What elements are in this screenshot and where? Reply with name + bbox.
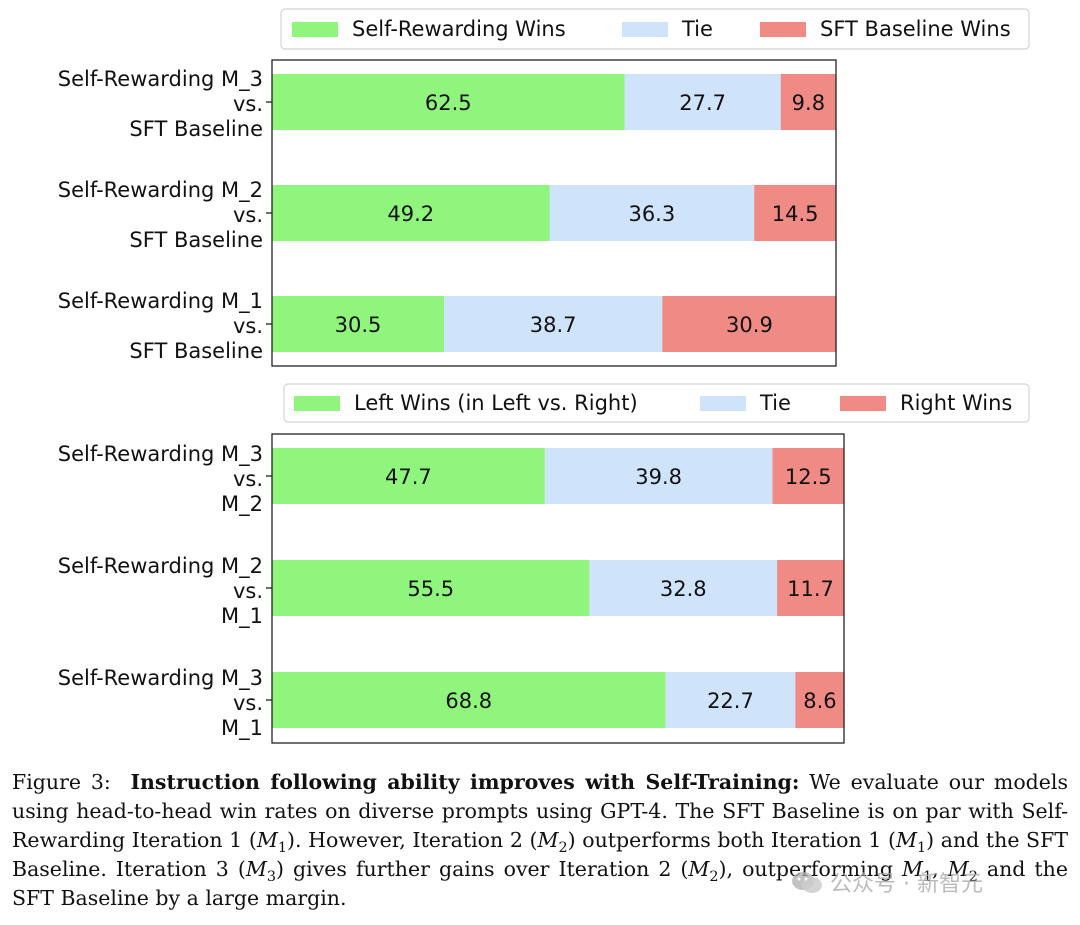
chart2-data-label-r3-s3: 8.6 <box>803 689 836 713</box>
chart1-category-label-r3-l1: Self-Rewarding M_1 <box>58 289 263 314</box>
caption-math-5: M2 <box>688 857 719 886</box>
chart1-category-label-r3-l2: vs. <box>233 314 263 338</box>
chart1-data-label-r1-s2: 27.7 <box>679 91 726 115</box>
chart2-category-label-r1-l3: M_2 <box>221 492 263 517</box>
chart1-bar-r2-s2 <box>549 185 755 241</box>
chart2-legend-label-2: Tie <box>759 391 791 415</box>
caption-math-1: M1 <box>256 828 287 857</box>
chart2-legend-swatch-2 <box>700 396 746 411</box>
chart1-category-label-r2-l1: Self-Rewarding M_2 <box>58 178 263 203</box>
caption-text-4: ) and the SFT Baseline. Iteration 3 ( <box>12 828 1068 881</box>
chart2-category-label-r3-l3: M_1 <box>221 716 263 741</box>
chart1-data-label-r2-s2: 36.3 <box>628 202 675 226</box>
figure-charts: Self-Rewarding Wins Tie SFT Baseline Wins 6… <box>58 8 1030 744</box>
caption-prefix: Figure 3: <box>12 770 111 794</box>
chart2-category-label-r1-l1: Self-Rewarding M_3 <box>58 442 263 467</box>
caption-text-3: ) outperforms both Iteration 1 ( <box>567 828 896 852</box>
chart1-legend-swatch-3 <box>760 22 806 37</box>
chart1-data-label-r1-s1: 62.5 <box>425 91 472 115</box>
chart1-data-label-r3-s1: 30.5 <box>335 313 382 337</box>
chart2-legend-swatch-1 <box>294 396 340 411</box>
chart1-bar-r3-s1 <box>272 296 445 352</box>
chart1-category-label-r1-l1: Self-Rewarding M_3 <box>58 67 263 92</box>
chart2-data-label-r2-s1: 55.5 <box>407 577 454 601</box>
caption-text-7: , <box>932 857 948 881</box>
caption-math-2: M2 <box>537 828 568 857</box>
caption-math-3: M1 <box>895 828 927 857</box>
watermark-text: 公众号 · 新智元 <box>830 872 983 897</box>
chart2-legend-swatch-3 <box>840 396 886 411</box>
chart1-legend-swatch-1 <box>292 22 338 37</box>
chart2-data-label-r1-s3: 12.5 <box>785 465 832 489</box>
chart2-data-label-r3-s1: 68.8 <box>445 689 492 713</box>
figure-caption: Figure 3: Instruction following ability … <box>12 768 1068 913</box>
wechat-icon <box>792 872 822 893</box>
chart2-bar-r3-s2 <box>665 672 796 728</box>
chart1-bar-r1-s3 <box>780 74 836 130</box>
chart1-legend-label-3: SFT Baseline Wins <box>820 17 1011 41</box>
chart1-legend-label-2: Tie <box>681 17 713 41</box>
chart1-category-label-r2-l2: vs. <box>233 203 263 227</box>
caption-text-1: We evaluate our models using head-to-hea… <box>12 770 1068 852</box>
watermark: 公众号 · 新智元 <box>790 866 983 898</box>
chart1-bar-r3-s2 <box>444 296 663 352</box>
chart1-data-label-r2-s3: 14.5 <box>772 202 819 226</box>
caption-text-5: ) gives further gains over Iteration 2 ( <box>276 857 689 881</box>
chart2-bar-r2-s1 <box>272 560 590 616</box>
chart2-category-label-r3-l1: Self-Rewarding M_3 <box>58 666 263 691</box>
chart2-data-label-r2-s3: 11.7 <box>787 577 834 601</box>
chart2-bar-r3-s3 <box>795 672 845 728</box>
chart1-bar-r2-s1 <box>272 185 550 241</box>
caption-math-6: M1 <box>902 857 933 886</box>
chart1-category-label-r1-l2: vs. <box>233 92 263 116</box>
chart1-data-label-r1-s3: 9.8 <box>792 91 825 115</box>
chart2-data-label-r2-s2: 32.8 <box>660 577 707 601</box>
chart1-bar-r2-s3 <box>754 185 836 241</box>
chart1-legend-label-1: Self-Rewarding Wins <box>352 17 566 41</box>
chart2-legend-label-3: Right Wins <box>900 391 1012 415</box>
chart1-data-label-r3-s2: 38.7 <box>530 313 577 337</box>
chart2-bar-r3-s1 <box>272 672 666 728</box>
chart1-category-label-r1-l3: SFT Baseline <box>129 117 263 141</box>
chart2-category-label-r2-l2: vs. <box>233 579 263 603</box>
caption-text-8: and the SFT Baseline by a large margin. <box>12 857 1068 910</box>
chart2-data-label-r1-s1: 47.7 <box>385 465 432 489</box>
chart1-bar-r1-s1 <box>272 74 625 130</box>
chart2-bar-r1-s1 <box>272 448 545 504</box>
chart2-legend-label-1: Left Wins (in Left vs. Right) <box>354 391 638 415</box>
chart1-category-label-r3-l3: SFT Baseline <box>129 339 263 363</box>
chart2-bar-r1-s3 <box>772 448 844 504</box>
caption-math-7: M2 <box>947 857 978 886</box>
chart2-data-label-r1-s2: 39.8 <box>635 465 682 489</box>
chart1-bar-r3-s3 <box>662 296 837 352</box>
caption-math-4: M3 <box>245 857 276 886</box>
chart2-bar-r1-s2 <box>544 448 773 504</box>
chart2-bar-r2-s2 <box>589 560 778 616</box>
chart1-data-label-r2-s1: 49.2 <box>387 202 434 226</box>
chart2-category-label-r1-l2: vs. <box>233 467 263 491</box>
chart1-legend-swatch-2 <box>622 22 668 37</box>
chart2-category-label-r3-l2: vs. <box>233 691 263 715</box>
chart2-legend-frame <box>283 383 1030 423</box>
caption-text-2: ). However, Iteration 2 ( <box>286 828 538 852</box>
chart2-data-label-r3-s2: 22.7 <box>707 689 754 713</box>
chart1-data-label-r3-s3: 30.9 <box>726 313 773 337</box>
caption-title: Instruction following ability improves w… <box>130 770 800 794</box>
chart2-category-label-r2-l1: Self-Rewarding M_2 <box>58 554 263 579</box>
chart2-category-label-r2-l3: M_1 <box>221 604 263 629</box>
chart2-bar-r2-s3 <box>777 560 844 616</box>
chart1-category-label-r2-l3: SFT Baseline <box>129 228 263 252</box>
chart1-bar-r1-s2 <box>624 74 781 130</box>
